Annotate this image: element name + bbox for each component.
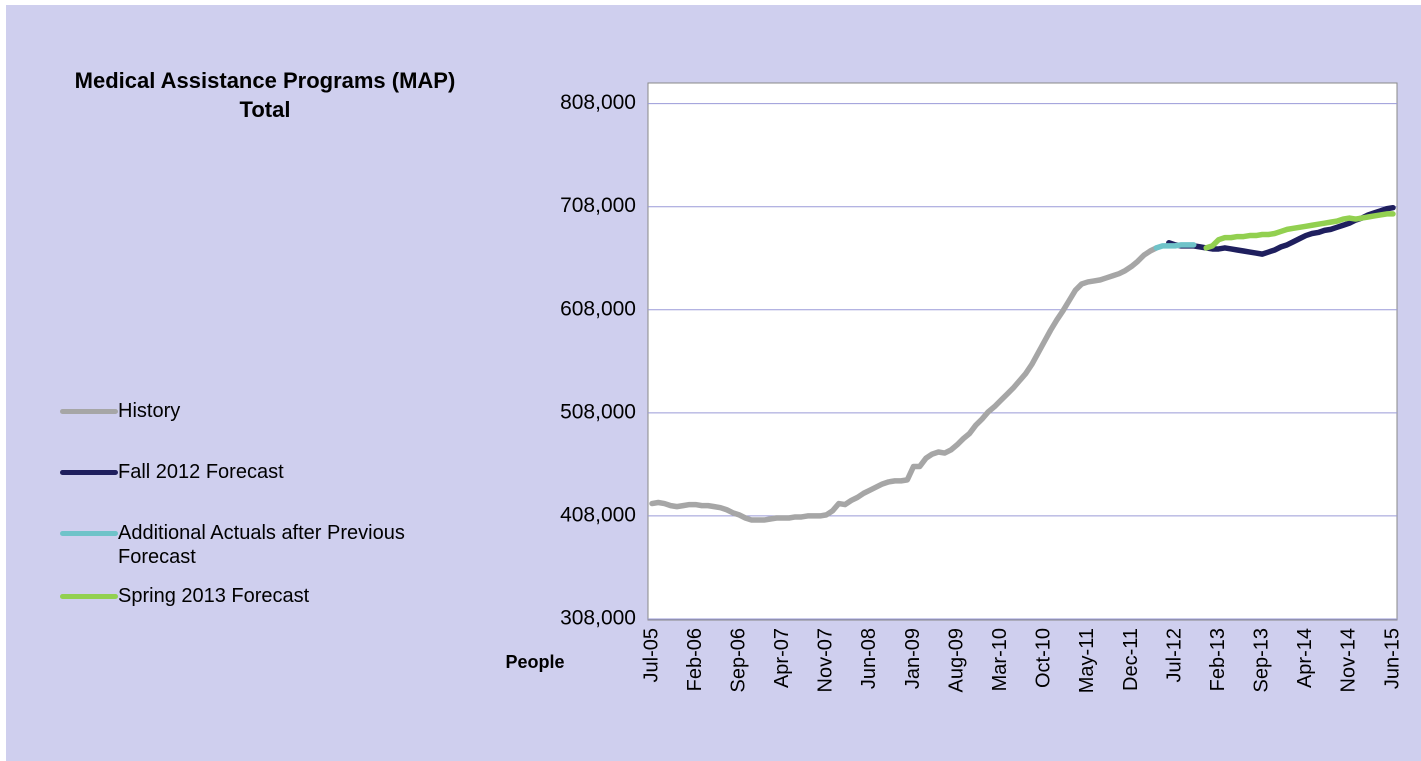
x-tick-label: Mar-10	[989, 628, 1011, 691]
legend-swatch	[60, 531, 118, 536]
x-tick-label: Jul-12	[1163, 628, 1185, 682]
x-tick-label: May-11	[1076, 628, 1098, 693]
x-tick-label: Apr-14	[1294, 628, 1316, 688]
x-tick-label: Sep-06	[727, 628, 749, 693]
y-tick-label: 808,000	[560, 91, 636, 114]
series-line	[1153, 242, 1197, 251]
series-line	[649, 245, 1160, 523]
legend-swatch	[60, 594, 118, 599]
legend-entry: Fall 2012 Forecast	[60, 460, 480, 484]
x-tick-label: Oct-10	[1033, 628, 1055, 688]
x-tick-label: Nov-07	[815, 628, 837, 692]
legend-label: Fall 2012 Forecast	[118, 461, 284, 483]
legend-swatch	[60, 470, 118, 475]
x-tick-label: Jan-09	[902, 628, 924, 689]
legend-entry: Additional Actuals after Previous Foreca…	[60, 521, 480, 569]
y-axis-label: People	[505, 652, 564, 672]
x-tick-label: Jun-08	[858, 628, 880, 689]
plot-area	[647, 82, 1398, 621]
x-tick-label: Jun-15	[1381, 628, 1403, 689]
y-tick-label: 708,000	[560, 194, 636, 217]
legend-entry: History	[60, 399, 480, 423]
x-tick-label: Feb-06	[684, 628, 706, 691]
x-tick-label: Aug-09	[945, 628, 967, 693]
y-tick-label: 608,000	[560, 297, 636, 320]
y-tick-label: 308,000	[560, 607, 636, 630]
y-tick-label: 508,000	[560, 400, 636, 423]
x-tick-label: Nov-14	[1338, 628, 1360, 692]
chart-title: Medical Assistance Programs (MAP) Total	[74, 68, 468, 122]
legend-label: Additional Actuals after Previous Foreca…	[118, 522, 405, 568]
legend-label: Spring 2013 Forecast	[118, 585, 310, 607]
x-tick-label: Feb-13	[1207, 628, 1229, 691]
x-tick-label: Apr-07	[771, 628, 793, 688]
y-tick-label: 408,000	[560, 503, 636, 526]
legend-label: History	[118, 400, 181, 422]
x-tick-label: Dec-11	[1120, 628, 1142, 691]
legend-entry: Spring 2013 Forecast	[60, 584, 480, 608]
legend-swatch	[60, 409, 118, 414]
x-tick-label: Jul-05	[640, 628, 662, 682]
x-tick-label: Sep-13	[1251, 628, 1273, 693]
series-line	[1203, 211, 1396, 251]
